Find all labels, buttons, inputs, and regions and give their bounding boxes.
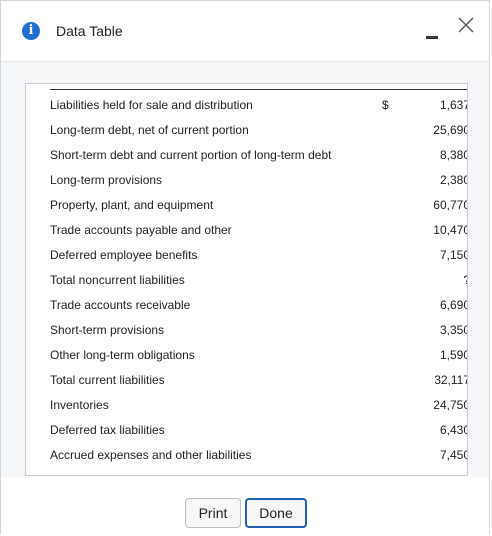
row-label: Long-term debt, net of current portion	[50, 123, 249, 137]
row-value: ?	[463, 273, 467, 287]
table-row: Total current liabilities 32,117	[50, 367, 468, 392]
row-value: 24,750	[433, 398, 468, 412]
row-value: 25,690	[433, 123, 468, 137]
table-row: Short-term provisions 3,350	[50, 317, 468, 342]
row-value: 32,117	[434, 373, 468, 387]
dialog-footer: Print Done	[1, 477, 489, 535]
dialog-content: Liabilities held for sale and distributi…	[1, 62, 489, 535]
row-label: Long-term provisions	[50, 173, 163, 187]
table-row: Other long-term obligations 1,590	[50, 342, 468, 367]
row-value: 6,430	[439, 423, 468, 437]
table-row: Property, plant, and equipment 60,770	[50, 192, 468, 217]
row-label: Liabilities held for sale and distributi…	[50, 98, 253, 112]
table-row: Deferred employee benefits 7,150	[50, 242, 468, 267]
row-value: 8,380	[439, 148, 468, 162]
table-row: Deferred tax liabilities 6,430	[50, 417, 468, 442]
row-value: 3,350	[439, 323, 468, 337]
row-value: 7,450	[439, 448, 468, 462]
table-row: Accrued expenses and other liabilities 7,…	[50, 442, 468, 467]
row-value: 6,690	[439, 298, 468, 312]
dialog-titlebar: i Data Table	[1, 1, 489, 62]
close-icon[interactable]	[456, 15, 476, 35]
row-currency: $	[382, 98, 389, 112]
print-button[interactable]: Print	[185, 498, 241, 528]
row-label: Trade accounts receivable	[50, 298, 191, 312]
row-label: Total noncurrent liabilities	[50, 273, 185, 287]
table-row: Trade accounts receivable 6,690	[50, 292, 468, 317]
row-label: Other long-term obligations	[50, 348, 195, 362]
table-row: Total noncurrent liabilities?	[50, 267, 467, 292]
row-value: 10,470	[433, 223, 468, 237]
table-row: Liabilities held for sale and distributi…	[50, 92, 468, 117]
row-label: Inventories	[50, 398, 109, 412]
row-value: 7,150	[439, 248, 468, 262]
table-top-rule	[50, 89, 467, 90]
table-row: Long-term debt, net of current portion 25…	[50, 117, 468, 142]
row-value: 1,637	[439, 98, 468, 112]
done-button[interactable]: Done	[245, 498, 307, 528]
row-label: Trade accounts payable and other	[50, 223, 232, 237]
table-row: Short-term debt and current portion of l…	[50, 142, 468, 167]
row-label: Deferred tax liabilities	[50, 423, 165, 437]
row-label: Short-term debt and current portion of l…	[50, 148, 332, 162]
row-label: Short-term provisions	[50, 323, 165, 337]
row-label: Property, plant, and equipment	[50, 198, 214, 212]
table-row: Long-term provisions 2,380	[50, 167, 468, 192]
table-row: Trade accounts payable and other 10,470	[50, 217, 468, 242]
dialog-title: Data Table	[56, 23, 123, 39]
row-label: Deferred employee benefits	[50, 248, 198, 262]
row-label: Accrued expenses and other liabilities	[50, 448, 252, 462]
data-table[interactable]: Liabilities held for sale and distributi…	[25, 83, 468, 476]
row-value: 2,380	[439, 173, 468, 187]
info-icon: i	[22, 22, 40, 40]
minimize-icon[interactable]	[426, 26, 440, 40]
row-label: Total current liabilities	[50, 373, 165, 387]
row-value: 1,590	[439, 348, 468, 362]
table-row: Inventories 24,750	[50, 392, 468, 417]
row-value: 60,770	[433, 198, 468, 212]
